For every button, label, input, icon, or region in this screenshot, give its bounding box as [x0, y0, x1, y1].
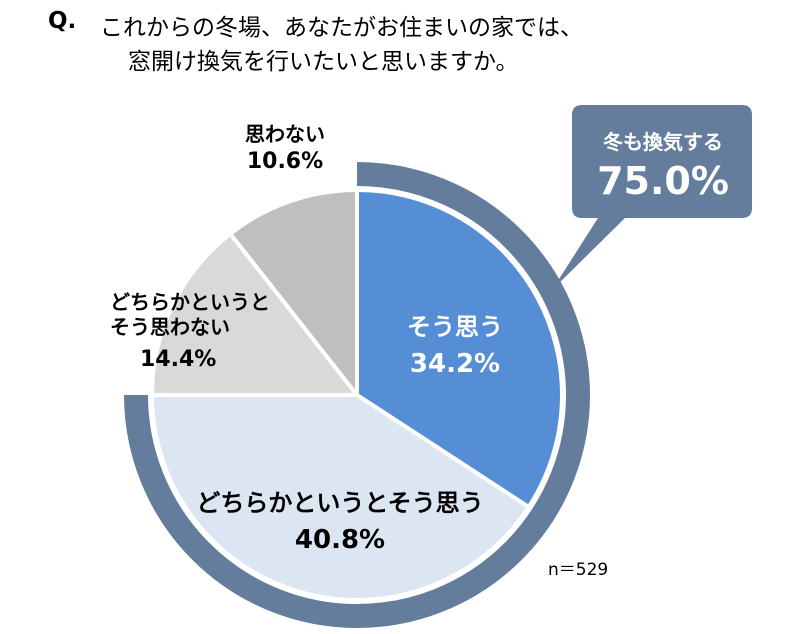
- slice-value-label: 40.8%: [294, 525, 386, 555]
- sample-size: n＝529: [548, 560, 609, 580]
- slice-label: どちらかというと そう思わない: [110, 290, 270, 339]
- chart-title-line: これからの冬場、あなたがお住まいの家では、: [100, 15, 583, 41]
- callout-value: 75.0%: [597, 159, 729, 203]
- pie-slice: [150, 231, 359, 397]
- slice-label: どちらかというとそう思う: [196, 489, 484, 517]
- callout-box: [552, 105, 752, 290]
- slice-value-label: 34.2%: [409, 349, 501, 379]
- slice-value-label: 14.4%: [140, 347, 217, 372]
- chart-title-line: 窓開け換気を行いたいと思いますか。: [128, 49, 519, 75]
- pie-slice: [228, 188, 359, 397]
- callout-label: 冬も換気する: [603, 130, 723, 154]
- slice-label: そう思う: [407, 313, 503, 341]
- pie-slice: [150, 393, 531, 602]
- slice-value-label: 10.6%: [246, 149, 324, 174]
- summary-ring: [124, 162, 590, 628]
- question-prefix: Q.: [48, 8, 77, 34]
- slice-label: 思わない: [245, 122, 325, 146]
